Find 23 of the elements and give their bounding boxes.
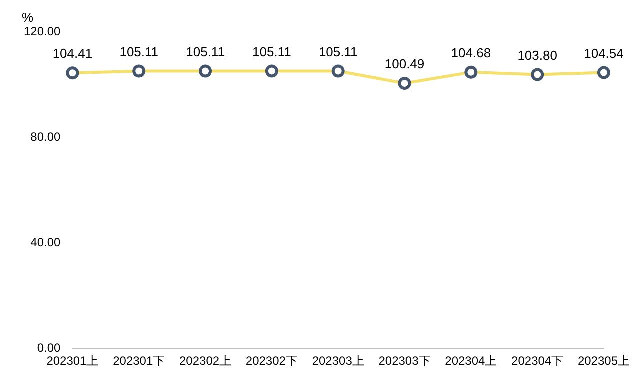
data-label: 104.41 xyxy=(52,46,93,62)
data-label: 103.80 xyxy=(518,48,558,63)
data-label: 104.68 xyxy=(451,45,492,60)
data-label: 105.11 xyxy=(318,44,358,60)
x-tick-label: 202303下 xyxy=(378,354,431,368)
x-tick-label: 202304上 xyxy=(445,354,498,368)
x-tick-label: 202302下 xyxy=(246,354,298,368)
data-label: 100.49 xyxy=(384,56,425,72)
y-tick-label: 40.00 xyxy=(30,235,62,250)
x-tick-label: 202301下 xyxy=(113,354,166,368)
data-label: 105.11 xyxy=(186,44,225,60)
data-label: 105.11 xyxy=(120,44,159,60)
y-tick-label: 80.00 xyxy=(30,130,62,144)
x-tick-label: 202304下 xyxy=(512,354,564,368)
y-tick-label: 0.00 xyxy=(37,340,62,355)
x-tick-label: 202303上 xyxy=(312,354,364,368)
x-tick-label: 202302上 xyxy=(180,354,232,368)
data-label: 104.54 xyxy=(584,46,624,61)
data-label: 105.11 xyxy=(252,44,292,60)
y-tick-label: 120.00 xyxy=(24,24,62,38)
y-axis-title: % xyxy=(22,10,34,26)
x-tick-label: 202301上 xyxy=(46,354,99,368)
x-tick-label: 202305上 xyxy=(578,354,630,368)
